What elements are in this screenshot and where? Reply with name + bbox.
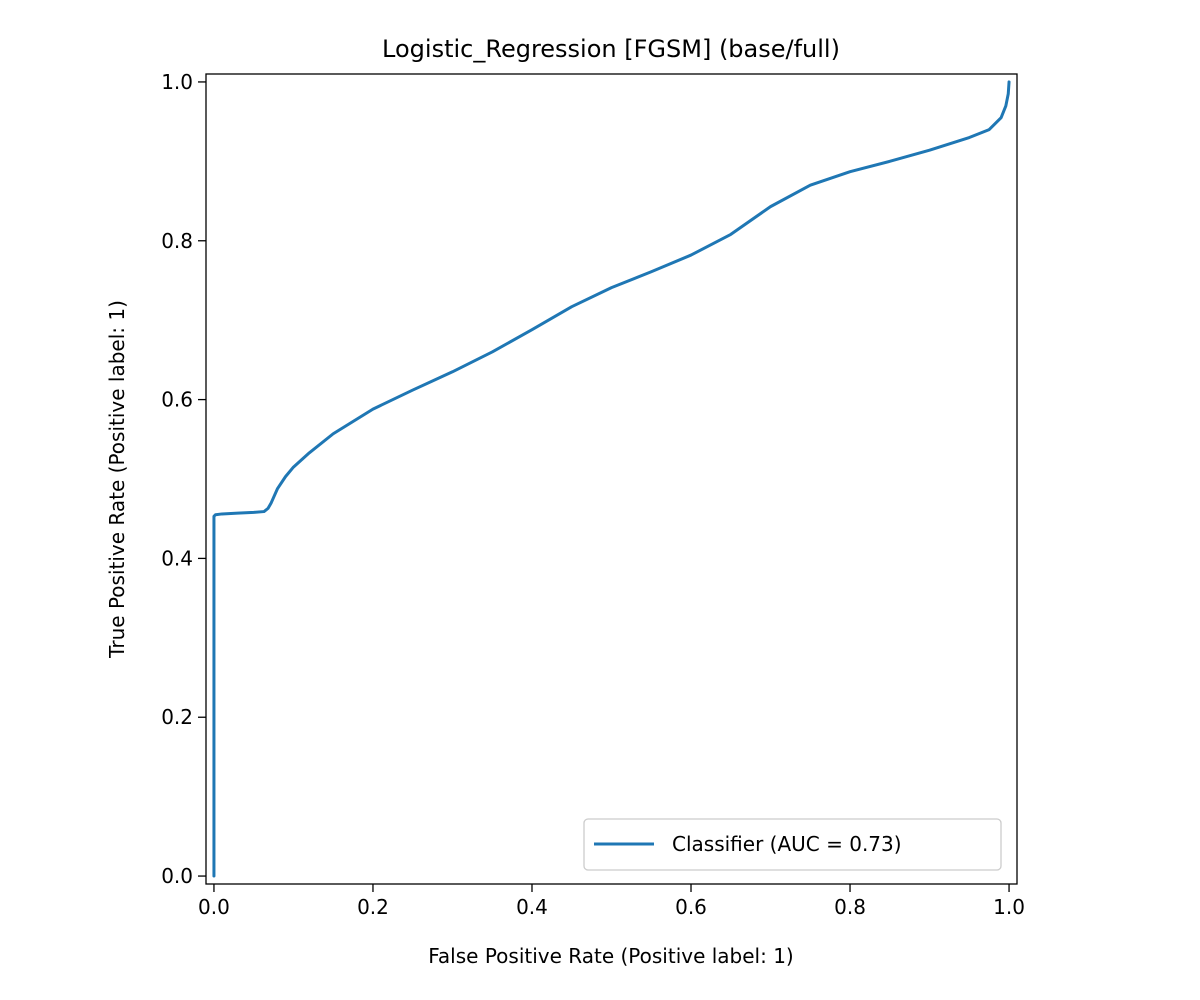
axes-background	[206, 74, 1017, 884]
x-tick-label: 1.0	[993, 895, 1025, 919]
roc-curve-line	[212, 80, 1011, 878]
axes-frame	[205, 73, 1018, 885]
chart-title: Logistic_Regression [FGSM] (base/full)	[382, 35, 840, 63]
x-tick-label: 0.8	[834, 895, 866, 919]
y-tick-label: 0.2	[161, 705, 193, 729]
y-tick-label: 1.0	[161, 70, 193, 94]
x-tick-label: 0.2	[357, 895, 389, 919]
legend-label: Classifier (AUC = 0.73)	[672, 832, 902, 856]
x-axis-label: False Positive Rate (Positive label: 1)	[428, 944, 794, 968]
y-tick-label: 0.0	[161, 864, 193, 888]
y-tick-label: 0.8	[161, 229, 193, 253]
y-axis-ticks: 0.0 0.2 0.4 0.6 0.8 1.0	[161, 70, 206, 888]
plot-area: 0.0 0.2 0.4 0.6 0.8 1.0 0.0 0.2 0.4 0.6 0.8 1.0	[161, 70, 1025, 919]
legend-box	[583, 818, 1002, 871]
y-tick-label: 0.6	[161, 388, 193, 412]
x-tick-label: 0.6	[675, 895, 707, 919]
y-axis-label: True Positive Rate (Positive label: 1)	[105, 300, 129, 659]
x-tick-label: 0.0	[198, 895, 230, 919]
x-axis-ticks: 0.0 0.2 0.4 0.6 0.8 1.0	[198, 884, 1025, 919]
y-tick-label: 0.4	[161, 546, 193, 570]
x-tick-label: 0.4	[516, 895, 548, 919]
legend: Classifier (AUC = 0.73)	[583, 818, 1002, 871]
